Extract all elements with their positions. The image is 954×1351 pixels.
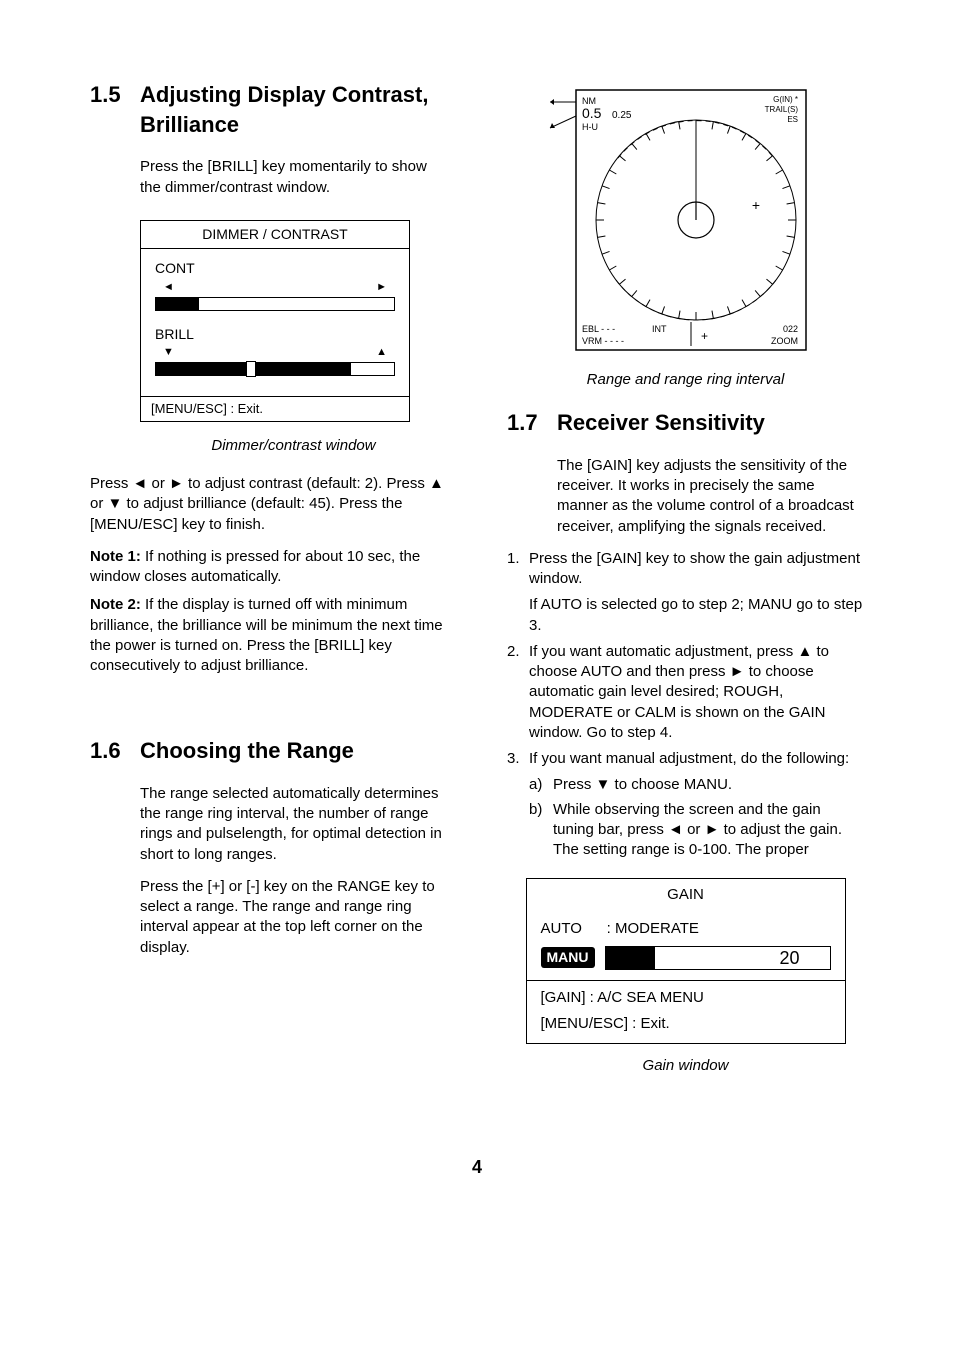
gain-window: GAIN AUTO : MODERATE MANU 20 [GAIN] : A/… (526, 878, 846, 1044)
manu-label: MANU (541, 947, 595, 968)
left-arrow-icon: ◄ (163, 280, 174, 295)
dimmer-caption: Dimmer/contrast window (140, 436, 447, 456)
contrast-label: CONT (155, 259, 395, 278)
section-1-7-heading: 1.7 Receiver Sensitivity (507, 408, 864, 438)
gain-value: 20 (779, 946, 829, 970)
dimmer-contrast-window: DIMMER / CONTRAST CONT ◄ ► BRILL ▼ (140, 220, 410, 422)
section-1-6-heading: 1.6 Choosing the Range (90, 736, 447, 766)
es-label: ES (787, 115, 798, 124)
step3b-text: While observing the screen and the gain … (553, 800, 864, 861)
step-3: 3. If you want manual adjustment, do the… (507, 749, 864, 769)
zoom-label: ZOOM (771, 336, 798, 346)
hu-label: H-U (582, 122, 598, 132)
step3a-label: a) (529, 775, 553, 795)
gain-foot1: [GAIN] : A/C SEA MENU (541, 985, 831, 1011)
note-1: Note 1: If nothing is pressed for about … (90, 547, 447, 588)
note2-text: If the display is turned off with minimu… (90, 596, 443, 674)
vrm-label: VRM - - - - (582, 336, 624, 346)
step2-text: If you want automatic adjustment, press … (529, 642, 864, 743)
section-title: Receiver Sensitivity (557, 408, 864, 438)
ebl-label: EBL - - - (582, 324, 615, 334)
cross-marker-icon: + (751, 197, 759, 213)
brill-bar (155, 362, 395, 376)
radar-display-figure: + NM 0.5 0.25 H-U G(IN) * TRAIL(S) ES EB… (507, 80, 864, 360)
section-number: 1.6 (90, 736, 140, 766)
step-1: 1. Press the [GAIN] key to show the gain… (507, 549, 864, 590)
step-cond: If AUTO is selected go to step 2; MANU g… (529, 595, 864, 636)
step-2: 2. If you want automatic adjustment, pre… (507, 642, 864, 743)
s15-after-para: Press ◄ or ► to adjust contrast (default… (90, 474, 447, 535)
note2-label: Note 2: (90, 596, 141, 613)
ebl-num: 022 (782, 324, 797, 334)
step3a-text: Press ▼ to choose MANU. (553, 775, 864, 795)
s17-intro: The [GAIN] key adjusts the sensitivity o… (557, 456, 864, 537)
ring-value: 0.25 (612, 110, 632, 121)
step-3b: b) While observing the screen and the ga… (529, 800, 864, 861)
step-3a: a) Press ▼ to choose MANU. (529, 775, 864, 795)
dimmer-title: DIMMER / CONTRAST (141, 221, 409, 249)
guard-label: G(IN) * (773, 95, 798, 104)
up-arrow-icon: ▲ (376, 345, 387, 360)
s16-p1: The range selected automatically determi… (140, 784, 447, 865)
s15-intro: Press the [BRILL] key momentarily to sho… (140, 157, 447, 198)
gain-bar: 20 (605, 946, 831, 970)
s16-p2: Press the [+] or [-] key on the RANGE ke… (140, 877, 447, 958)
section-number: 1.7 (507, 408, 557, 438)
section-number: 1.5 (90, 80, 140, 139)
note-2: Note 2: If the display is turned off wit… (90, 595, 447, 676)
gain-manu-row: MANU 20 (541, 942, 831, 974)
dimmer-footer: [MENU/ESC] : Exit. (141, 396, 409, 421)
auto-label: AUTO (541, 919, 603, 939)
down-arrow-icon: ▼ (163, 345, 174, 360)
section-1-5-heading: 1.5 Adjusting Display Contrast, Brillian… (90, 80, 447, 139)
contrast-bar (155, 297, 395, 311)
radar-caption: Range and range ring interval (507, 370, 864, 390)
page-number: 4 (90, 1155, 864, 1179)
range-value: 0.5 (582, 105, 602, 121)
section-title: Choosing the Range (140, 736, 447, 766)
step3-text: If you want manual adjustment, do the fo… (529, 749, 864, 769)
section-title: Adjusting Display Contrast, Brilliance (140, 80, 447, 139)
plus-icon: + (701, 329, 708, 343)
auto-value: : MODERATE (607, 920, 699, 937)
gain-foot2: [MENU/ESC] : Exit. (541, 1011, 831, 1037)
note1-label: Note 1: (90, 548, 141, 565)
step1-text: Press the [GAIN] key to show the gain ad… (529, 549, 864, 590)
trails-label: TRAIL(S) (764, 105, 798, 114)
gain-title: GAIN (527, 879, 845, 911)
int-label: INT (652, 324, 667, 334)
gain-auto-row: AUTO : MODERATE (541, 916, 831, 942)
gain-caption: Gain window (507, 1056, 864, 1076)
right-arrow-icon: ► (376, 280, 387, 295)
step3b-label: b) (529, 800, 553, 861)
brill-label: BRILL (155, 325, 395, 344)
